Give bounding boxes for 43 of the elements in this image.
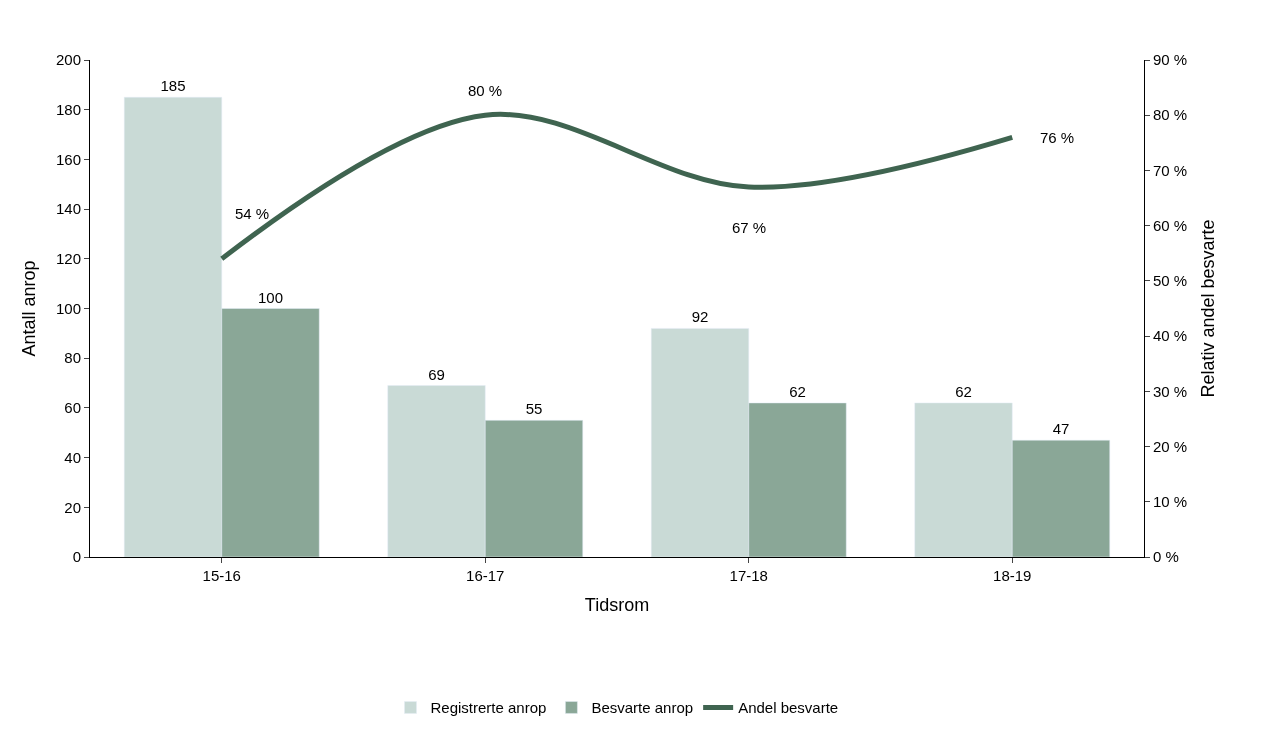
y-tick-label: 180 [55,100,81,118]
legend-label: Registrerte anrop [430,699,547,717]
y-tick-label: 80 [64,349,81,367]
data-label: 80 % [468,82,503,99]
y-tick-label: 200 [55,51,81,69]
data-label: 76 % [1040,129,1075,146]
y2-tick-label: 70 % [1153,161,1188,179]
x-tick-label: 15-16 [202,567,241,584]
y-tick-label: 40 [64,448,81,466]
data-label: 47 [1052,420,1070,438]
data-label: 54 % [235,205,270,222]
data-label: 62 [789,382,806,400]
y-tick-label: 0 [72,548,81,566]
y2-tick-label: 80 % [1153,106,1188,124]
data-label: 67 % [732,219,767,236]
y-tick-label: 120 [55,250,81,268]
y2-tick-label: 10 % [1153,493,1188,511]
y-tick-label: 100 [55,299,81,317]
data-label: 69 [428,365,445,383]
x-tick-label: 16-17 [466,567,505,584]
y-tick-label: 20 [64,498,81,516]
y2-tick-label: 40 % [1153,327,1188,345]
y-axis-title: Antall anrop [19,260,40,357]
data-label: 55 [525,400,543,418]
legend-label: Andel besvarte [738,699,839,717]
y2-tick-label: 60 % [1153,216,1188,234]
data-label: 92 [691,308,709,326]
y-tick-label: 160 [55,150,81,168]
legend-label: Besvarte anrop [591,699,694,717]
y-tick-label: 140 [55,200,81,218]
data-label: 100 [257,288,284,306]
y2-tick-label: 50 % [1153,272,1188,290]
y2-tick-label: 30 % [1153,382,1188,400]
x-tick-label: 18-19 [993,567,1032,584]
y2-tick-label: 20 % [1153,437,1188,455]
y2-tick-label: 90 % [1153,51,1188,69]
data-label: 62 [955,382,972,400]
data-label: 185 [160,77,186,95]
y2-axis-title: Relativ andel besvarte [1198,219,1219,398]
x-tick-label: 17-18 [729,567,768,584]
x-axis-title: Tidsrom [584,595,650,616]
y2-tick-label: 0 % [1153,548,1179,566]
y-tick-label: 60 [64,399,81,417]
